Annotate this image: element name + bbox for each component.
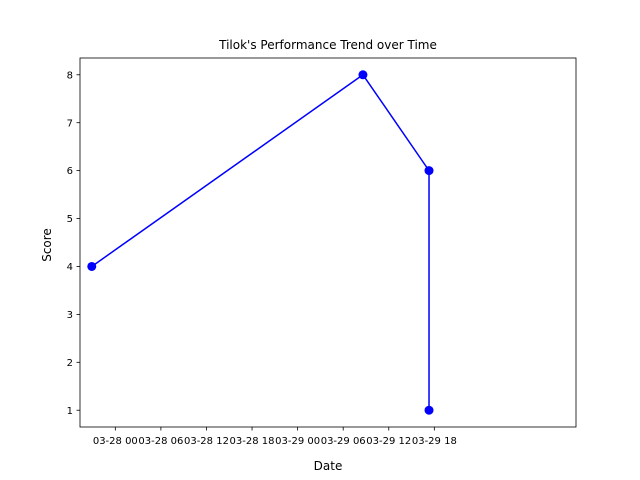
- y-tick-label: 2: [67, 358, 73, 369]
- y-tick-label: 6: [67, 166, 73, 177]
- x-tick-label: 03-29 18: [412, 436, 457, 447]
- y-tick-label: 8: [67, 70, 73, 81]
- y-tick-label: 7: [67, 118, 73, 129]
- chart-title: Tilok's Performance Trend over Time: [218, 38, 437, 52]
- x-tick-label: 03-28 12: [184, 436, 229, 447]
- y-tick-label: 4: [67, 262, 73, 273]
- data-point: [424, 405, 434, 415]
- x-tick-label: 03-28 00: [93, 436, 138, 447]
- data-point: [358, 70, 368, 80]
- x-axis-label: Date: [314, 459, 343, 473]
- y-tick-label: 3: [67, 310, 73, 321]
- x-tick-label: 03-28 06: [138, 436, 183, 447]
- y-tick-label: 5: [67, 214, 73, 225]
- x-tick-label: 03-29 00: [275, 436, 320, 447]
- data-point: [424, 166, 434, 176]
- y-axis-label: Score: [40, 228, 54, 262]
- y-tick-label: 1: [67, 406, 73, 417]
- series-line: [91, 74, 430, 411]
- x-tick-label: 03-29 06: [321, 436, 366, 447]
- x-tick-label: 03-29 12: [366, 436, 411, 447]
- plot-frame: [79, 57, 577, 428]
- x-tick-label: 03-28 18: [230, 436, 275, 447]
- data-point: [87, 261, 97, 271]
- plot-area: 1 2 3 4 5 6 7 8 03-28 00 03-28 06 03-28 12 03-28 18…: [67, 57, 577, 447]
